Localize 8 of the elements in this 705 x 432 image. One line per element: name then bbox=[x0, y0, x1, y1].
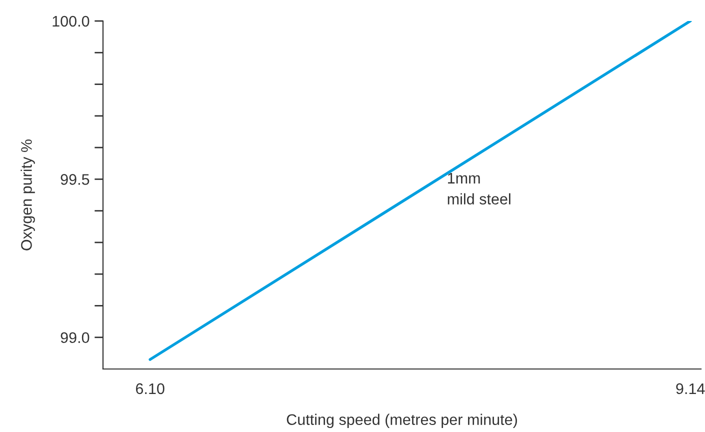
y-tick-label: 100.0 bbox=[52, 16, 90, 27]
annotation: 1mm mild steel bbox=[448, 172, 510, 204]
x-tick-label: 6.10 bbox=[136, 383, 164, 394]
y-tick-label: 99.0 bbox=[60, 332, 90, 344]
y-tick-label: 99.5 bbox=[60, 174, 90, 185]
x-axis-title: Cutting speed (metres per minute) bbox=[286, 414, 517, 428]
x-tick-label: 9.14 bbox=[676, 383, 705, 394]
y-axis-title: Oxygen purity % bbox=[20, 140, 35, 250]
